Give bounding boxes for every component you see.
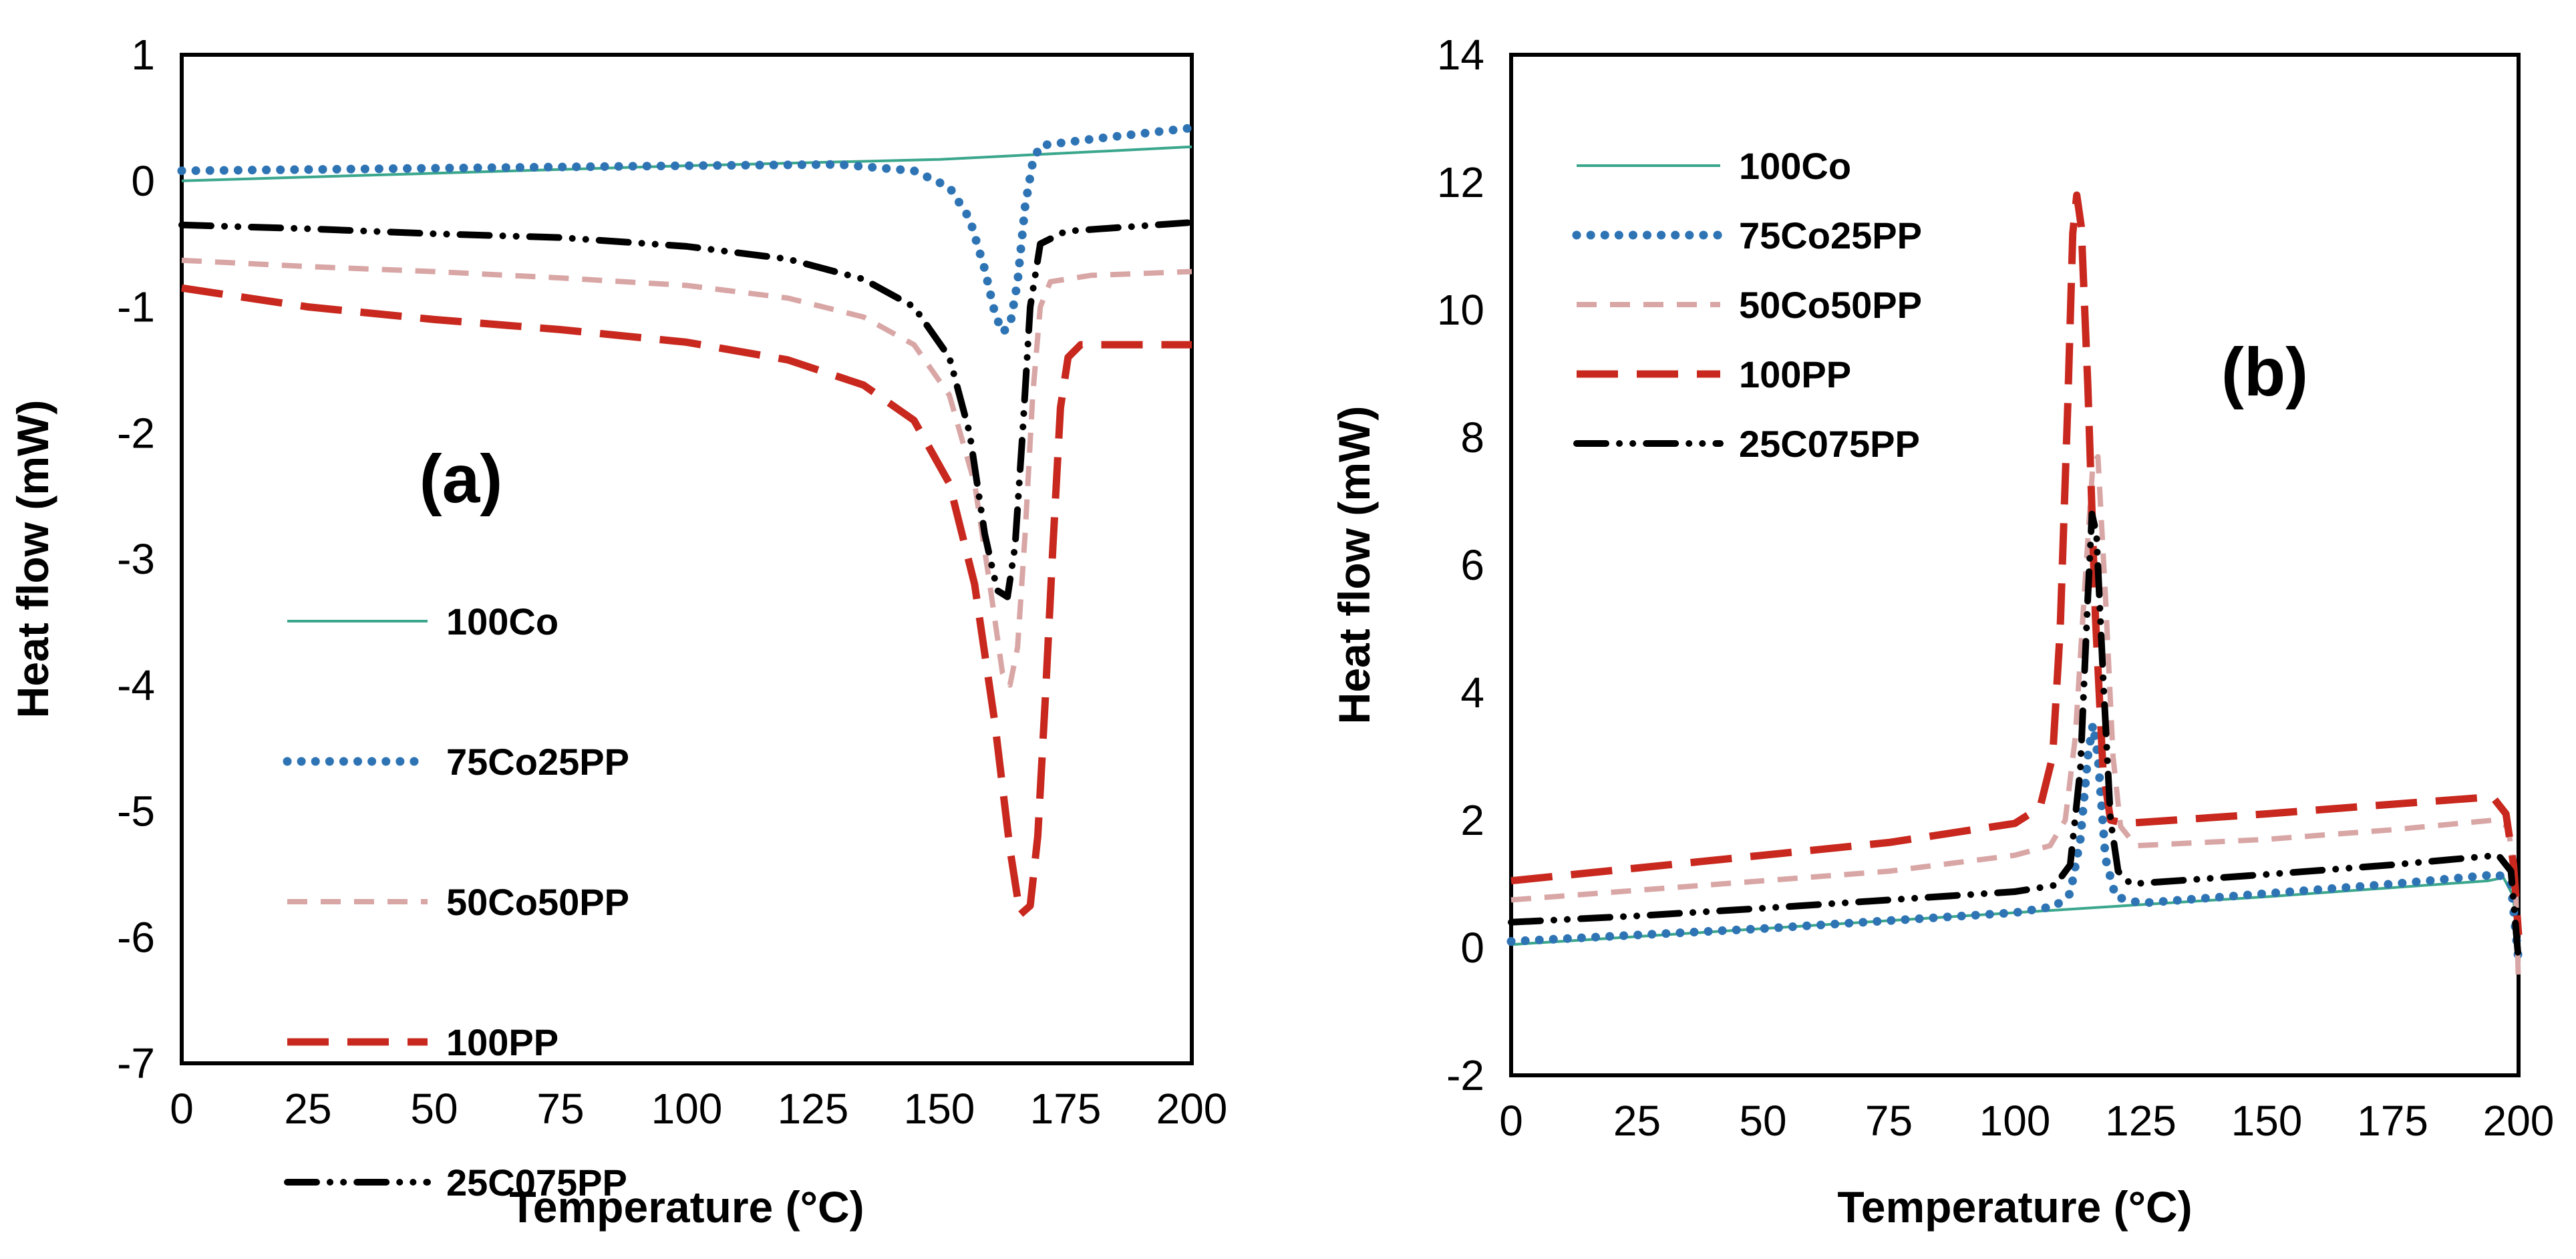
y-tick-label: -6 <box>117 913 155 961</box>
x-tick-label: 125 <box>2105 1097 2177 1145</box>
series-line-50co50pp <box>1510 454 2521 986</box>
y-tick-label: -1 <box>117 283 155 331</box>
y-tick-label: 2 <box>1460 796 1484 844</box>
x-tick-label: 0 <box>170 1085 194 1133</box>
y-tick-label: 6 <box>1460 541 1484 589</box>
legend-label: 75Co25PP <box>446 741 629 783</box>
y-tick-label: 8 <box>1460 413 1484 462</box>
panel-a: 10-1-2-3-4-5-6-7 0 25 50 75 100 125 150 175 200 … <box>8 31 1227 1232</box>
x-tick-label: 25 <box>1613 1097 1661 1145</box>
x-tick-label: 25 <box>284 1085 331 1133</box>
x-tick-label: 100 <box>1979 1097 2051 1145</box>
y-tick-label: -2 <box>117 409 155 457</box>
legend-label: 50Co50PP <box>446 881 629 923</box>
series-line-75co25pp <box>1506 720 2523 965</box>
panel-a-label: (a) <box>420 441 503 517</box>
panel-b-y-axis-title: Heat flow (mW) <box>1329 406 1379 725</box>
x-tick-label: 125 <box>778 1085 849 1133</box>
y-tick-label: -2 <box>1446 1051 1484 1099</box>
series-line-25c075pp <box>178 219 1195 600</box>
panel-b-legend: 100Co 75Co25PP 50Co50PP 100PP 25C075PP <box>1572 145 1922 465</box>
legend-label: 50Co50PP <box>1739 284 1922 326</box>
panel-b-series-lines <box>1506 191 2523 986</box>
y-tick-label: 4 <box>1460 669 1484 717</box>
panel-b-x-tick-labels: 0 25 50 75 100 125 150 175 200 <box>1499 1097 2554 1145</box>
y-tick-label: 1 <box>131 31 155 79</box>
legend-label: 25C075PP <box>446 1161 627 1204</box>
panel-b-label: (b) <box>2221 334 2308 410</box>
series-line-25c075pp <box>1508 510 2522 964</box>
panel-a-legend: 100Co 75Co25PP 50Co50PP 100PP 25C075PP <box>283 600 629 1204</box>
x-tick-label: 150 <box>2231 1097 2303 1145</box>
x-tick-label: 50 <box>410 1085 458 1133</box>
legend-label: 100PP <box>1739 353 1851 395</box>
panel-a-y-tick-labels: 1 0 -1 -2 -3 -4 -5 -6 -7 <box>117 31 155 1087</box>
x-tick-label: 0 <box>1499 1097 1523 1145</box>
panel-b: 14 12 10 8 6 4 2 0 -2 0 25 50 75 100 125 150 175 200 Hea… <box>1329 31 2554 1232</box>
series-line-75co25pp <box>177 124 1196 337</box>
panel-b-plot-frame <box>1509 53 2521 1077</box>
x-tick-label: 50 <box>1739 1097 1786 1145</box>
x-tick-label: 175 <box>2357 1097 2428 1145</box>
panel-a-series-lines <box>177 124 1196 918</box>
y-tick-label: -3 <box>117 535 155 583</box>
legend-label: 75Co25PP <box>1739 214 1922 256</box>
x-tick-label: 75 <box>1865 1097 1913 1145</box>
y-tick-label: -5 <box>117 787 155 836</box>
legend-label: 100Co <box>446 600 558 643</box>
panel-a-y-axis-title: Heat flow (mW) <box>8 400 57 719</box>
panel-a-plot-frame <box>180 53 1194 1065</box>
x-tick-label: 200 <box>2483 1097 2555 1145</box>
x-tick-label: 150 <box>904 1085 975 1133</box>
x-tick-label: 175 <box>1030 1085 1102 1133</box>
y-tick-label: 0 <box>1460 924 1484 972</box>
y-tick-label: -4 <box>117 661 155 709</box>
series-line-100pp <box>1510 191 2523 936</box>
x-tick-label: 100 <box>651 1085 723 1133</box>
x-tick-label: 200 <box>1156 1085 1228 1133</box>
y-tick-label: 12 <box>1437 158 1484 206</box>
y-tick-label: -7 <box>117 1039 155 1087</box>
panel-b-y-tick-labels: 14 12 10 8 6 4 2 0 -2 <box>1437 31 1484 1099</box>
y-tick-label: 0 <box>131 157 155 205</box>
y-tick-label: 14 <box>1437 31 1484 79</box>
x-tick-label: 75 <box>536 1085 584 1133</box>
y-tick-label: 10 <box>1437 286 1484 334</box>
legend-label: 100PP <box>446 1021 558 1063</box>
panel-a-x-axis-title: Temperature (°C) <box>509 1182 864 1232</box>
legend-label: 100Co <box>1739 145 1851 187</box>
legend-label: 25C075PP <box>1739 423 1920 465</box>
panel-b-x-axis-title: Temperature (°C) <box>1837 1182 2192 1232</box>
panel-a-x-tick-labels: 0 25 50 75 100 125 150 175 200 <box>170 1085 1227 1133</box>
series-line-100pp <box>181 284 1192 918</box>
